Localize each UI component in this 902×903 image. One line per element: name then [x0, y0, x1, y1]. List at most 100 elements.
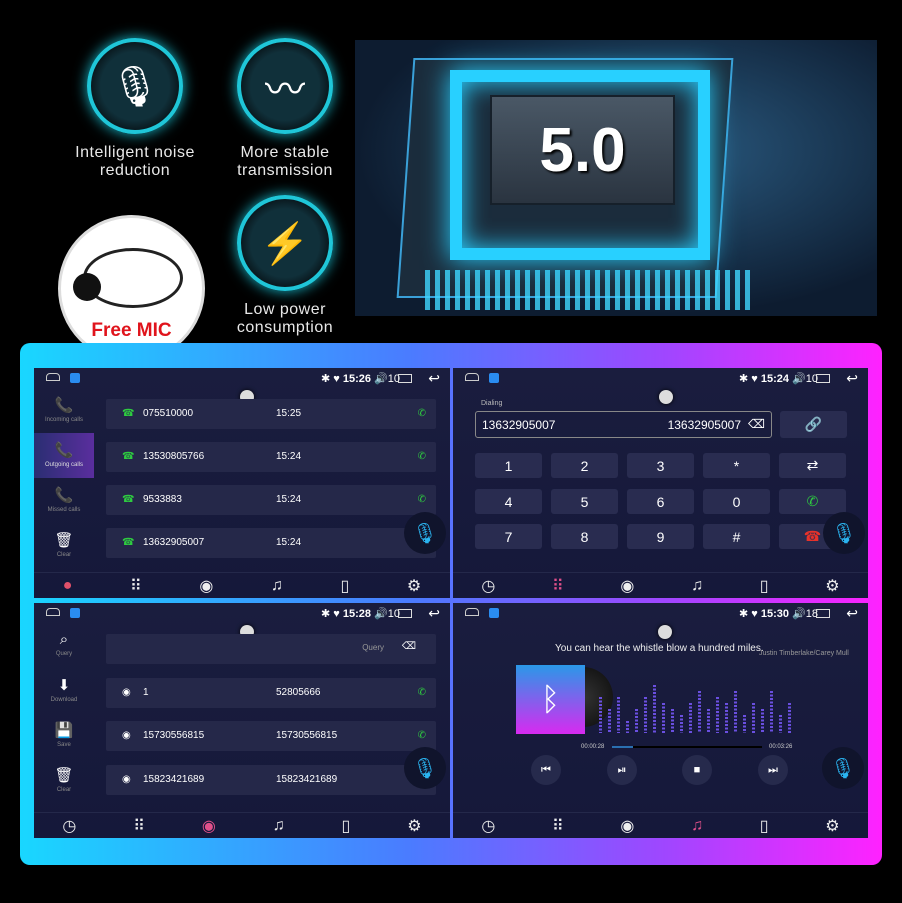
sidebar-item-missed[interactable]: 📞 Missed calls [34, 478, 94, 523]
contact-row[interactable]: ◉ 15730556815 15730556815 ✆ [106, 721, 436, 751]
recent-apps-icon[interactable] [816, 374, 830, 383]
equalizer-bar [743, 715, 746, 733]
keypad-key[interactable]: 3 [627, 453, 694, 478]
search-input[interactable]: Query ⌫ [106, 634, 436, 664]
call-icon[interactable]: ✆ [417, 451, 426, 462]
keypad-key[interactable]: 9 [627, 524, 694, 549]
sidebar-item-clear[interactable]: 🗑 Clear [34, 523, 94, 568]
call-log-icon[interactable]: ● [62, 576, 73, 594]
voice-mic-button[interactable]: 🎙 [404, 512, 446, 554]
sidebar-item-query[interactable]: ⌕ Query [34, 623, 94, 668]
call-log-icon[interactable]: ◷ [481, 817, 496, 835]
back-icon[interactable]: ↩ [846, 370, 858, 386]
voice-mic-button[interactable]: 🎙 [823, 512, 865, 554]
settings-icon[interactable]: ⚙ [407, 817, 422, 835]
link-button[interactable]: 🔗 [780, 411, 847, 438]
music-icon[interactable]: ♫ [270, 576, 283, 594]
keypad-key[interactable]: 5 [551, 489, 618, 514]
call-icon[interactable]: ✆ [417, 494, 426, 505]
phone-link-icon[interactable]: ▯ [341, 817, 351, 835]
incoming-call-icon: 📞 [54, 397, 74, 414]
audio-switch-button[interactable]: ⇄ [779, 453, 846, 478]
keypad-key[interactable]: 7 [475, 524, 542, 549]
contact-row[interactable]: ◉ 15823421689 15823421689 [106, 765, 436, 795]
keypad-icon[interactable]: ⠿ [130, 577, 142, 595]
app-icon[interactable] [70, 373, 80, 383]
play-pause-button[interactable]: ⏯ [607, 755, 637, 785]
recent-apps-icon[interactable] [816, 609, 830, 618]
call-row[interactable]: ☎ 9533883 15:24 ✆ [106, 485, 436, 515]
keypad-key[interactable]: 8 [551, 524, 618, 549]
keypad-icon[interactable]: ⠿ [133, 817, 145, 835]
call-icon[interactable]: ✆ [417, 687, 426, 698]
sidebar-item-clear[interactable]: 🗑 Clear [34, 758, 94, 803]
backspace-icon[interactable]: ⌫ [748, 417, 765, 431]
lightning-icon: ⚡ [237, 195, 333, 291]
back-icon[interactable]: ↩ [428, 605, 440, 621]
keypad-key[interactable]: 4 [475, 489, 542, 514]
keypad-key[interactable]: 2 [551, 453, 618, 478]
app-icon[interactable] [489, 608, 499, 618]
settings-icon[interactable]: ⚙ [406, 577, 422, 595]
contact-row[interactable]: ◉ 1 52805666 ✆ [106, 678, 436, 708]
next-button[interactable]: ⏭ [758, 755, 788, 785]
chip-version: 5.0 [490, 95, 675, 205]
keypad-key[interactable]: 1 [475, 453, 542, 478]
app-icon[interactable] [70, 608, 80, 618]
sidebar-item-download[interactable]: ⬇ Download [34, 668, 94, 713]
backspace-icon[interactable]: ⌫ [401, 641, 416, 652]
call-type-icon: ☎ [122, 494, 135, 505]
call-icon[interactable]: ✆ [417, 408, 426, 419]
phone-link-icon[interactable]: ▯ [340, 577, 350, 595]
call-type-icon: ☎ [122, 451, 135, 462]
call-log-screen: ✱ ♥ 15:26 🔊10 ↩ 📞 Incoming calls 📞 Outgoin… [34, 368, 450, 598]
keypad-key[interactable]: 6 [627, 489, 694, 514]
settings-icon[interactable]: ⚙ [825, 817, 840, 835]
sidebar-item-incoming[interactable]: 📞 Incoming calls [34, 388, 94, 433]
sidebar-item-outgoing[interactable]: 📞 Outgoing calls [34, 433, 94, 478]
keypad-key[interactable]: * [703, 453, 770, 478]
contacts-icon[interactable]: ◉ [201, 817, 216, 835]
equalizer-bar [770, 691, 773, 733]
floating-dot[interactable] [659, 390, 673, 404]
keypad-icon[interactable]: ⠿ [552, 817, 564, 835]
voice-mic-button[interactable]: 🎙 [822, 747, 864, 789]
call-row[interactable]: ☎ 13530805766 15:24 ✆ [106, 442, 436, 472]
keypad-key[interactable]: 0 [703, 489, 770, 514]
dialing-label: Dialing [481, 400, 503, 407]
keypad-key[interactable]: # [703, 524, 770, 549]
call-row[interactable]: ☎ 13632905007 15:24 [106, 528, 436, 558]
recent-apps-icon[interactable] [398, 374, 412, 383]
music-icon[interactable]: ♫ [691, 816, 704, 834]
call-log-icon[interactable]: ◷ [481, 577, 496, 595]
call-icon[interactable]: ✆ [417, 730, 426, 741]
home-icon[interactable] [465, 373, 479, 381]
home-icon[interactable] [46, 373, 60, 381]
music-icon[interactable]: ♫ [691, 576, 704, 594]
contacts-icon[interactable]: ◉ [620, 817, 635, 835]
call-button[interactable]: ✆ [779, 489, 846, 514]
music-icon[interactable]: ♫ [272, 816, 285, 834]
dial-input[interactable]: 13632905007 13632905007 ⌫ [475, 411, 772, 438]
floating-dot[interactable] [658, 625, 672, 639]
settings-icon[interactable]: ⚙ [825, 577, 840, 595]
sidebar-item-save[interactable]: 💾 Save [34, 713, 94, 758]
back-icon[interactable]: ↩ [428, 370, 440, 386]
home-icon[interactable] [46, 608, 60, 616]
contacts-icon[interactable]: ◉ [199, 577, 214, 595]
voice-mic-button[interactable]: 🎙 [404, 747, 446, 789]
progress-fill [612, 746, 633, 748]
phone-link-icon[interactable]: ▯ [759, 577, 769, 595]
previous-button[interactable]: ⏮ [531, 755, 561, 785]
stop-button[interactable]: ■ [682, 755, 712, 785]
phone-link-icon[interactable]: ▯ [759, 817, 769, 835]
keypad-icon[interactable]: ⠿ [552, 577, 564, 595]
call-log-icon[interactable]: ◷ [62, 817, 77, 835]
app-icon[interactable] [489, 373, 499, 383]
progress-bar[interactable] [612, 746, 762, 748]
call-row[interactable]: ☎ 075510000 15:25 ✆ [106, 399, 436, 429]
back-icon[interactable]: ↩ [846, 605, 858, 621]
contacts-icon[interactable]: ◉ [620, 577, 635, 595]
recent-apps-icon[interactable] [398, 609, 412, 618]
home-icon[interactable] [465, 608, 479, 616]
